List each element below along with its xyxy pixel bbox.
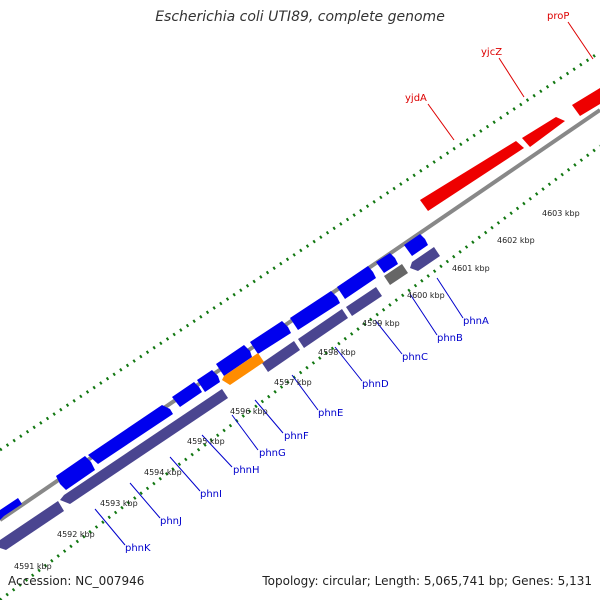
leader-yjcZ	[498, 57, 525, 98]
scale-tick-label: 4595 kbp	[187, 437, 225, 446]
scale-tick-label: 4597 kbp	[274, 378, 312, 387]
scale-tick-label: 4603 kbp	[542, 209, 580, 218]
gene-label-yjdA: yjdA	[405, 93, 427, 104]
scale-tick-label: 4592 kbp	[57, 530, 95, 539]
reverse-strand-genes	[0, 247, 440, 550]
gene-label-phnI: phnI	[200, 489, 222, 500]
red-gene-yjcZ	[522, 117, 565, 147]
reverse-gene	[298, 309, 348, 348]
scale-tick-label: 4594 kbp	[144, 468, 182, 477]
genome-summary-text: Topology: circular; Length: 5,065,741 bp…	[262, 574, 592, 588]
forward-gene	[88, 405, 173, 464]
reverse-gene	[262, 341, 300, 372]
leader-phnA	[436, 277, 464, 319]
leader-phnI	[169, 456, 201, 492]
scale-tick-label: 4593 kbp	[100, 499, 138, 508]
leader-phnJ	[129, 482, 161, 519]
forward-gene	[404, 234, 428, 256]
gene-label-phnF: phnF	[284, 431, 309, 442]
outer-tick-row	[0, 50, 600, 452]
forward-gene	[56, 456, 95, 490]
scale-labels: 4591 kbp 4592 kbp 4593 kbp 4594 kbp 4595…	[14, 209, 580, 571]
inner-tick-row	[0, 144, 600, 600]
gene-label-phnD: phnD	[362, 379, 389, 390]
gene-label-leaders	[94, 277, 464, 546]
red-genes	[420, 88, 600, 211]
leader-phnC	[374, 319, 403, 355]
scale-tick-label: 4591 kbp	[14, 562, 52, 571]
gene-label-phnE: phnE	[318, 408, 343, 419]
gene-label-yjcZ: yjcZ	[481, 47, 502, 58]
gene-label-phnK: phnK	[125, 543, 151, 554]
red-gene-proP	[572, 88, 600, 116]
red-gene-labels: yjdA yjcZ proP	[405, 11, 569, 104]
red-gene-yjdA	[420, 141, 524, 211]
map-title: Escherichia coli UTI89, complete genome	[155, 9, 445, 25]
blue-gene-labels: phnK phnJ phnI phnH phnG phnF phnE phnD …	[125, 316, 489, 554]
leader-phnG	[231, 414, 259, 451]
leader-phnK	[94, 508, 126, 546]
scale-tick-label: 4598 kbp	[318, 348, 356, 357]
grey-gene	[384, 264, 408, 285]
gene-label-phnC: phnC	[402, 352, 428, 363]
scale-tick-label: 4596 kbp	[230, 407, 268, 416]
leader-phnE	[291, 374, 319, 411]
reverse-gene	[410, 247, 440, 271]
gene-label-phnH: phnH	[233, 465, 260, 476]
forward-strand-genes	[0, 234, 428, 520]
forward-gene	[250, 321, 291, 354]
reverse-gene	[60, 389, 228, 504]
gene-label-phnB: phnB	[437, 333, 463, 344]
leader-proP	[567, 21, 594, 60]
accession-text: Accession: NC_007946	[8, 574, 145, 588]
leader-phnD	[334, 346, 363, 382]
gene-label-proP: proP	[547, 11, 569, 22]
scale-tick-label: 4599 kbp	[362, 319, 400, 328]
forward-gene	[376, 253, 398, 273]
gene-label-phnG: phnG	[259, 448, 286, 459]
scale-tick-label: 4600 kbp	[407, 291, 445, 300]
reverse-gene	[346, 287, 382, 316]
leader-yjdA	[427, 103, 455, 141]
scale-tick-label: 4602 kbp	[497, 236, 535, 245]
scale-tick-label: 4601 kbp	[452, 264, 490, 273]
forward-gene	[197, 370, 220, 392]
forward-gene	[172, 382, 202, 407]
reverse-gene	[0, 501, 64, 550]
forward-gene	[216, 345, 252, 376]
leader-phnF	[254, 399, 284, 434]
red-label-leaders	[427, 21, 594, 141]
leader-phnB	[409, 293, 438, 336]
forward-gene	[0, 498, 22, 520]
gene-label-phnJ: phnJ	[160, 516, 182, 527]
forward-gene	[337, 266, 376, 299]
leader-phnH	[201, 434, 233, 468]
gene-label-phnA: phnA	[463, 316, 489, 327]
orange-gene	[222, 353, 264, 385]
forward-gene	[290, 291, 340, 330]
